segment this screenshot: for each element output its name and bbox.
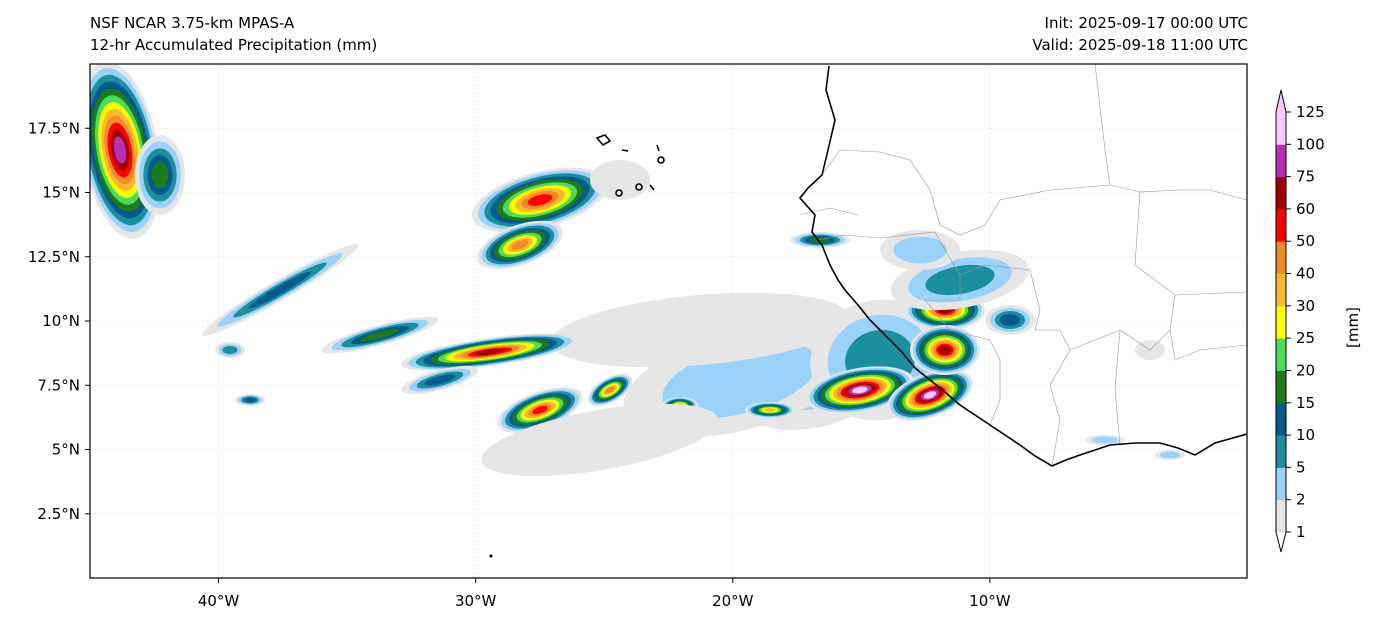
precip-cell <box>1160 451 1180 459</box>
colorbar-tick-label: 125 <box>1296 103 1325 121</box>
colorbar-extend-max <box>1276 90 1286 112</box>
y-tick-label: 17.5°N <box>28 119 80 137</box>
borders <box>799 64 1247 467</box>
colorbar-tick-label: 15 <box>1296 394 1315 412</box>
colorbar-segment <box>1276 112 1286 145</box>
gridlines <box>90 64 1247 578</box>
init-time: Init: 2025-09-17 00:00 UTC <box>1044 14 1248 32</box>
precip-cell <box>151 161 169 189</box>
valid-time: Valid: 2025-09-18 11:00 UTC <box>1032 36 1248 54</box>
colorbar-segment <box>1276 370 1286 404</box>
precip-cell <box>893 236 947 264</box>
precipitation-field <box>90 64 1185 558</box>
colorbar-segment <box>1276 144 1286 178</box>
x-tick-label: 30°W <box>455 592 497 610</box>
precip-cell <box>605 386 615 394</box>
colorbar-tick-label: 2 <box>1296 491 1306 509</box>
precip-cell <box>1091 436 1119 444</box>
colorbar-segment <box>1276 305 1286 339</box>
precip-cell <box>923 391 937 399</box>
y-tick-label: 12.5°N <box>28 248 80 266</box>
colorbar-segment <box>1276 338 1286 371</box>
colorbar-tick-label: 5 <box>1296 458 1306 476</box>
model-title: NSF NCAR 3.75-km MPAS-A <box>90 14 295 32</box>
colorbar-extend-min <box>1276 532 1286 552</box>
colorbar-tick-label: 1 <box>1296 523 1306 541</box>
colorbar-segment <box>1276 208 1286 242</box>
colorbar-segment <box>1276 241 1286 275</box>
y-tick-label: 10°N <box>42 312 80 330</box>
colorbar-segment <box>1276 467 1286 501</box>
precip-cell <box>475 348 505 356</box>
precip-cell <box>764 408 776 412</box>
precip-cell <box>511 240 529 250</box>
y-tick-label: 2.5°N <box>37 505 80 523</box>
precip-cell <box>424 374 456 386</box>
colorbar-segment <box>1276 176 1286 210</box>
coastline <box>595 65 1247 467</box>
precip-cell <box>550 292 850 368</box>
field-title: 12-hr Accumulated Precipitation (mm) <box>90 36 378 54</box>
colorbar-tick-label: 10 <box>1296 426 1315 444</box>
colorbar-tick-label: 20 <box>1296 361 1315 379</box>
x-tick-label: 40°W <box>198 592 240 610</box>
colorbar-tick-label: 100 <box>1296 135 1325 153</box>
colorbar-segment <box>1276 273 1286 307</box>
x-tick-label: 20°W <box>712 592 754 610</box>
colorbar-tick-label: 25 <box>1296 329 1315 347</box>
precip-cell <box>481 403 719 477</box>
colorbar-segment <box>1276 402 1286 436</box>
colorbar-label: [mm] <box>1344 307 1362 348</box>
y-tick-label: 7.5°N <box>37 376 80 394</box>
y-tick-label: 15°N <box>42 184 80 202</box>
colorbar-tick-label: 40 <box>1296 265 1315 283</box>
colorbar-tick-label: 50 <box>1296 232 1315 250</box>
precip-cell <box>248 271 312 309</box>
axis-ticks: 40°W 30°W 20°W 10°W 17.5°N 15°N 12.5°N 10°N 7.5°… <box>28 119 1011 610</box>
precip-cell <box>532 405 548 415</box>
colorbar-tick-label: 30 <box>1296 297 1315 315</box>
colorbar-tick-label: 60 <box>1296 200 1315 218</box>
precip-cell <box>590 160 650 200</box>
precip-cell <box>113 136 127 164</box>
precip-cell <box>222 346 238 354</box>
precip-cell <box>244 397 256 403</box>
precip-cell <box>852 386 868 394</box>
precip-cell <box>1000 314 1020 326</box>
y-tick-label: 5°N <box>52 441 80 459</box>
colorbar-segment <box>1276 499 1286 533</box>
x-tick-label: 10°W <box>969 592 1011 610</box>
precip-cell <box>527 194 553 206</box>
precip-cell <box>360 328 400 342</box>
precip-cell <box>939 345 951 355</box>
island <box>489 554 493 558</box>
colorbar-tick-label: 75 <box>1296 168 1315 186</box>
colorbar-segment <box>1276 435 1286 468</box>
